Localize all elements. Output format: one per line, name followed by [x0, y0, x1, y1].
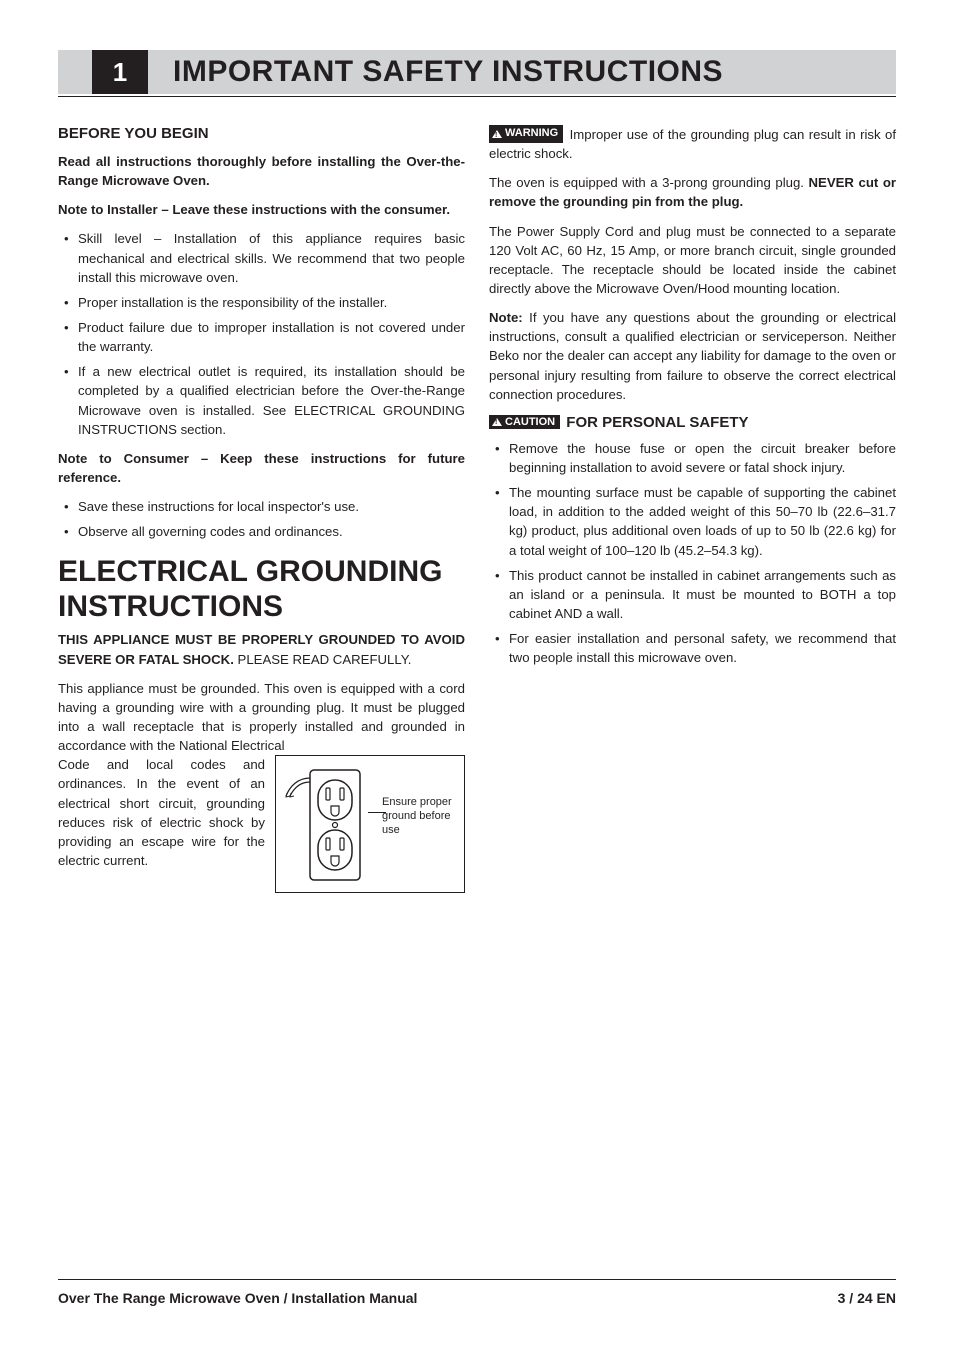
section-header-bar: 1 IMPORTANT SAFETY INSTRUCTIONS	[58, 50, 896, 94]
footer-page-number: 3 / 24 EN	[838, 1290, 896, 1306]
section-number: 1	[92, 50, 148, 94]
diagram-label: Ensure proper ground before use	[382, 796, 460, 837]
grounding-paragraph-1: This appliance must be grounded. This ov…	[58, 679, 465, 756]
left-column: BEFORE YOU BEGIN Read all instructions t…	[58, 125, 465, 893]
list-item: Proper installation is the responsibilit…	[58, 293, 465, 312]
right-column: WARNING Improper use of the grounding pl…	[489, 125, 896, 893]
outlet-icon	[284, 768, 380, 882]
before-you-begin-heading: BEFORE YOU BEGIN	[58, 125, 465, 142]
warning-icon	[492, 130, 502, 138]
note-to-installer: Note to Installer – Leave these instruct…	[58, 200, 465, 219]
read-all-instructions: Read all instructions thoroughly before …	[58, 152, 465, 190]
consumer-bullet-list: Save these instructions for local inspec…	[58, 497, 465, 541]
caution-bullet-list: Remove the house fuse or open the circui…	[489, 439, 896, 668]
list-item: Save these instructions for local inspec…	[58, 497, 465, 516]
caution-icon	[492, 418, 502, 426]
warning-paragraph: WARNING Improper use of the grounding pl…	[489, 125, 896, 163]
power-supply-paragraph: The Power Supply Cord and plug must be c…	[489, 222, 896, 299]
list-item: Remove the house fuse or open the circui…	[489, 439, 896, 477]
warning-badge: WARNING	[489, 125, 563, 143]
list-item: Product failure due to improper installa…	[58, 318, 465, 356]
footer-rule	[58, 1279, 896, 1280]
list-item: The mounting surface must be capable of …	[489, 483, 896, 560]
oven-plug-paragraph: The oven is equipped with a 3-prong grou…	[489, 173, 896, 211]
electrical-grounding-heading: ELECTRICAL GROUNDING INSTRUCTIONS	[58, 555, 465, 624]
page-footer: Over The Range Microwave Oven / Installa…	[58, 1279, 896, 1306]
header-rule	[58, 96, 896, 97]
note-to-consumer: Note to Consumer – Keep these instructio…	[58, 449, 465, 487]
section-title: IMPORTANT SAFETY INSTRUCTIONS	[173, 50, 723, 94]
caution-heading: CAUTION FOR PERSONAL SAFETY	[489, 414, 896, 431]
list-item: Observe all governing codes and ordinanc…	[58, 522, 465, 541]
list-item: Skill level – Installation of this appli…	[58, 229, 465, 286]
outlet-diagram: Ensure proper ground before use	[275, 755, 465, 893]
list-item: This product cannot be installed in cabi…	[489, 566, 896, 623]
grounding-bold-intro: THIS APPLIANCE MUST BE PROPERLY GROUNDED…	[58, 630, 465, 668]
grounding-paragraph-wrap: Ensure proper ground before use Code and…	[58, 755, 465, 893]
list-item: If a new electrical outlet is required, …	[58, 362, 465, 439]
note-paragraph: Note: If you have any questions about th…	[489, 308, 896, 404]
content-columns: BEFORE YOU BEGIN Read all instructions t…	[58, 125, 896, 893]
list-item: For easier installation and personal saf…	[489, 629, 896, 667]
footer-title: Over The Range Microwave Oven / Installa…	[58, 1290, 417, 1306]
installer-bullet-list: Skill level – Installation of this appli…	[58, 229, 465, 438]
caution-badge: CAUTION	[489, 415, 560, 429]
